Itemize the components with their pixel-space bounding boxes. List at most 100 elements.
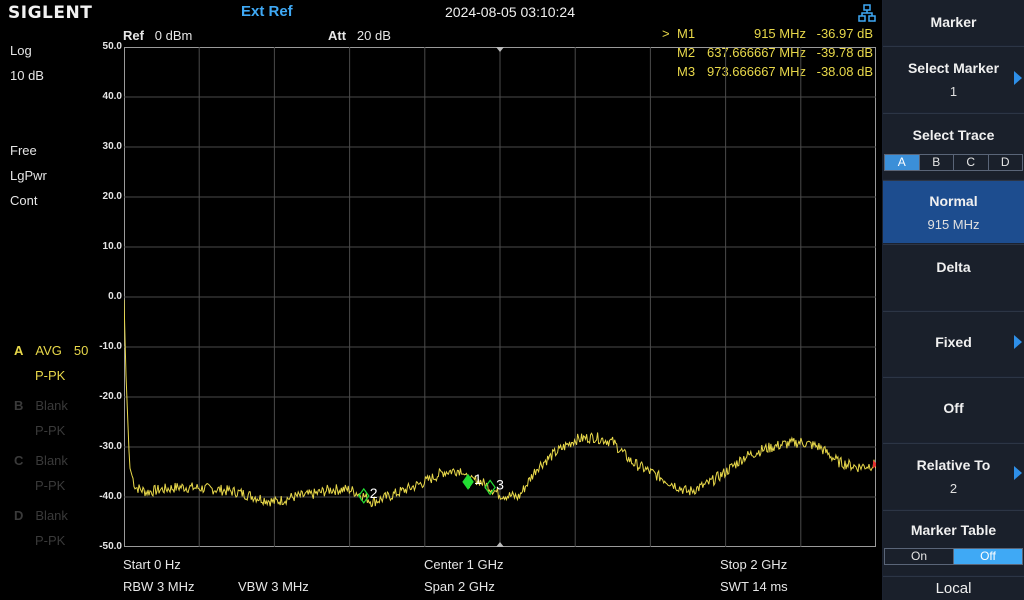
rbw: RBW 3 MHz [123, 579, 195, 594]
datetime: 2024-08-05 03:10:24 [445, 4, 575, 20]
trace-mode: AVG [35, 343, 62, 358]
table-on-option[interactable]: On [885, 549, 954, 564]
trace-c-detector: P-PK [35, 478, 66, 493]
marker-level: -36.97 dB [816, 26, 873, 41]
trace-count: 50 [73, 343, 89, 358]
y-tick-label: -30.0 [99, 441, 122, 452]
y-tick-label: 0.0 [108, 291, 122, 302]
trace-option-b[interactable]: B [920, 155, 954, 170]
trace-a-detector: P-PK [35, 368, 66, 383]
normal-value: 915 MHz [927, 217, 980, 232]
submenu-arrow-icon [1014, 466, 1022, 480]
sweep-mode: Cont [10, 193, 38, 208]
table-off-option[interactable]: Off [954, 549, 1022, 564]
trace-b-status: B Blank [14, 398, 80, 413]
attenuation-label: Att 20 dB [328, 28, 391, 43]
local-button[interactable]: Local [883, 576, 1024, 600]
marker-table-label: Marker Table [910, 522, 997, 538]
delta-button[interactable]: Delta [883, 244, 1024, 310]
submenu-arrow-icon [1014, 335, 1022, 349]
y-tick-label: 40.0 [102, 91, 122, 102]
fixed-label: Fixed [935, 334, 972, 350]
trace-c-status: C Blank [14, 453, 80, 468]
select-marker-button[interactable]: Select Marker 1 [883, 46, 1024, 112]
off-label: Off [943, 400, 964, 416]
stop-freq: Stop 2 GHz [720, 557, 788, 572]
relative-to-value: 2 [949, 481, 958, 496]
marker-freq: 637.666667 MHz [706, 45, 806, 60]
panel-title: Marker [883, 0, 1024, 45]
relative-to-label: Relative To [916, 457, 991, 473]
y-tick-label: -40.0 [99, 491, 122, 502]
marker-1-diamond [462, 473, 474, 490]
trace-end-indicator [873, 460, 876, 469]
center-freq: Center 1 GHz [424, 557, 504, 572]
select-trace-label: Select Trace [912, 127, 995, 143]
marker-level: -39.78 dB [816, 45, 873, 60]
sweep-time: SWT 14 ms [720, 579, 788, 594]
scale-div: 10 dB [10, 68, 44, 83]
att-value: 20 dB [356, 28, 391, 43]
normal-label: Normal [929, 193, 978, 209]
local-label: Local [935, 580, 972, 597]
trace-letter: D [14, 508, 24, 523]
submenu-arrow-icon [1014, 71, 1022, 85]
span: Span 2 GHz [424, 579, 495, 594]
marker-table-toggle[interactable]: On Off [884, 548, 1023, 565]
scale-type: Log [10, 43, 32, 58]
start-freq: Start 0 Hz [123, 557, 181, 572]
ref-label: Ref [123, 28, 144, 43]
network-icon[interactable] [858, 4, 876, 22]
y-tick-label: -10.0 [99, 341, 122, 352]
trace-a-status: A AVG 50 [14, 343, 88, 358]
trace-letter: A [14, 343, 24, 358]
ref-source-indicator: Ext Ref [241, 3, 293, 20]
trace-d-status: D Blank [14, 508, 80, 523]
fixed-button[interactable]: Fixed [883, 311, 1024, 376]
y-tick-label: -50.0 [99, 541, 122, 552]
trace-mode: Blank [35, 398, 68, 413]
normal-button[interactable]: Normal 915 MHz [883, 180, 1024, 243]
vbw: VBW 3 MHz [238, 579, 309, 594]
trace-letter: C [14, 453, 24, 468]
y-tick-label: 10.0 [102, 241, 122, 252]
brand-logo: SIGLENT [8, 3, 93, 23]
trace-option-a[interactable]: A [885, 155, 920, 170]
trigger-mode: Free [10, 143, 37, 158]
trace-option-d[interactable]: D [1000, 155, 1010, 169]
select-marker-value: 1 [949, 84, 958, 99]
top-bar: SIGLENT Ext Ref 2024-08-05 03:10:24 [0, 0, 882, 24]
trace-d-detector: P-PK [35, 533, 66, 548]
marker-table-button[interactable]: Marker Table On Off [883, 510, 1024, 575]
marker-1-label: 1 [474, 471, 482, 487]
off-button[interactable]: Off [883, 377, 1024, 442]
marker-name: M3 [677, 64, 696, 79]
marker-3-diamond [484, 479, 496, 496]
marker-freq: 973.666667 MHz [706, 64, 806, 79]
ref-level-label: Ref 0 dBm [123, 28, 192, 43]
marker-3-label: 3 [496, 476, 504, 492]
ref-value: 0 dBm [154, 28, 193, 43]
marker-active-indicator: > [662, 26, 670, 41]
marker-name: M1 [677, 26, 696, 41]
spectrum-plot[interactable]: 1 2 3 [124, 47, 876, 547]
trace-mode: Blank [35, 453, 68, 468]
trace-mode: Blank [35, 508, 68, 523]
select-marker-label: Select Marker [907, 60, 1000, 76]
y-tick-label: -20.0 [99, 391, 122, 402]
relative-to-button[interactable]: Relative To 2 [883, 443, 1024, 509]
panel-title-text: Marker [930, 14, 977, 30]
trace-a-line [124, 299, 876, 508]
trace-letter: B [14, 398, 24, 413]
marker-name: M2 [677, 45, 696, 60]
trace-option-c[interactable]: C [954, 155, 989, 170]
delta-label: Delta [936, 259, 971, 275]
y-tick-label: 30.0 [102, 141, 122, 152]
trace-b-detector: P-PK [35, 423, 66, 438]
center-bottom-marker-icon [496, 542, 504, 547]
y-tick-label: 20.0 [102, 191, 122, 202]
center-top-marker-icon [496, 47, 504, 52]
marker-2-diamond [358, 487, 370, 504]
